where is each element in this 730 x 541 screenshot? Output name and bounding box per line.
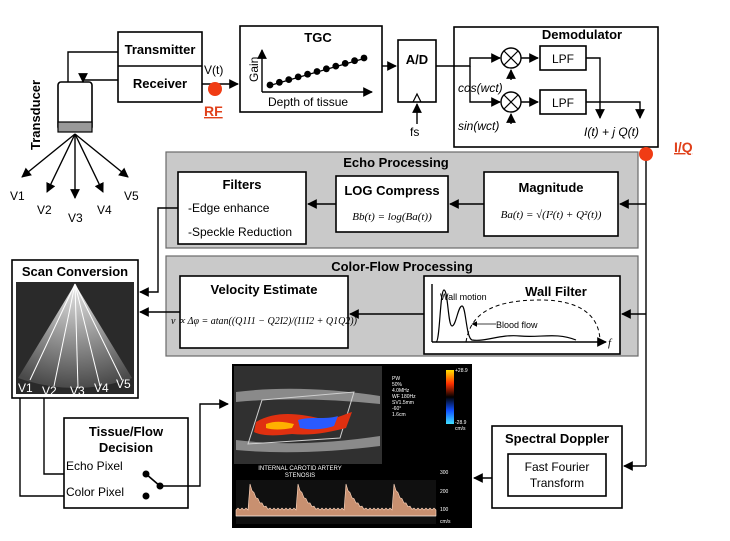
transducer-label: Transducer bbox=[28, 80, 43, 150]
sin-label: sin(wct) bbox=[458, 119, 499, 133]
wall-motion-label: Wall motion bbox=[440, 292, 487, 302]
tgc-dot bbox=[342, 60, 349, 67]
tgc-dot bbox=[314, 68, 321, 75]
ad-fs-label: fs bbox=[410, 125, 419, 139]
fft-line-1: Fast Fourier bbox=[525, 460, 590, 474]
tgc-x-label: Depth of tissue bbox=[268, 95, 348, 109]
velocity-estimate-title: Velocity Estimate bbox=[211, 282, 318, 297]
tgc-y-label: Gain bbox=[247, 57, 261, 82]
demodulator-title: Demodulator bbox=[542, 27, 622, 42]
tgc-dot bbox=[295, 74, 302, 81]
tissue-flow-block: Tissue/Flow Decision Echo Pixel Color Pi… bbox=[64, 418, 188, 508]
tgc-dot bbox=[323, 65, 330, 72]
transducer-face bbox=[58, 122, 92, 132]
switch-color-contact bbox=[143, 493, 150, 500]
scale-unit: cm/s bbox=[455, 426, 466, 432]
scale-top: +28.9 bbox=[455, 368, 468, 374]
wall-filter-title: Wall Filter bbox=[525, 284, 587, 299]
beam-v4 bbox=[75, 134, 103, 192]
ad-block: A/D fs bbox=[398, 40, 436, 139]
spectral-unit: cm/s bbox=[440, 519, 451, 525]
filters-title: Filters bbox=[222, 177, 261, 192]
beam-label-v4: V4 bbox=[97, 203, 112, 217]
spectral-tick-200: 200 bbox=[440, 489, 449, 495]
cos-label: cos(wct) bbox=[458, 81, 503, 95]
iq-label: I/Q bbox=[674, 139, 693, 155]
tgc-dot bbox=[267, 82, 274, 89]
param-6: 1.6cm bbox=[392, 412, 406, 418]
lpf-top-label: LPF bbox=[552, 52, 574, 66]
scan-label-v2: V2 bbox=[42, 384, 57, 398]
tgc-dot bbox=[304, 71, 311, 78]
scan-label-v3: V3 bbox=[70, 384, 85, 398]
color-pixel-label: Color Pixel bbox=[66, 485, 124, 499]
scan-label-v5: V5 bbox=[116, 377, 131, 391]
velocity-formula: v ∝ Δφ = atan((Q1I1 − Q2I2)/(I1I2 + Q1Q2… bbox=[171, 316, 358, 327]
magnitude-formula: Ba(t) = √(I²(t) + Q²(t)) bbox=[501, 209, 602, 221]
echo-pixel-label: Echo Pixel bbox=[66, 459, 123, 473]
receiver-label: Receiver bbox=[133, 76, 187, 91]
rf-label: RF bbox=[204, 103, 223, 119]
filter-item-edge: -Edge enhance bbox=[188, 201, 270, 215]
blood-flow-label: Blood flow bbox=[496, 320, 538, 330]
tgc-dot bbox=[361, 55, 368, 62]
rf-point bbox=[208, 82, 222, 96]
fft-line-2: Transform bbox=[530, 476, 584, 490]
tgc-block: TGC Gain Depth of tissue bbox=[240, 26, 382, 112]
tissue-flow-title-1: Tissue/Flow bbox=[89, 424, 164, 439]
signal-v-label: V(t) bbox=[204, 63, 223, 77]
spectral-doppler-block: Spectral Doppler Fast Fourier Transform bbox=[492, 426, 622, 508]
lpf-bottom-label: LPF bbox=[552, 96, 574, 110]
spectral-tick-300: 300 bbox=[440, 470, 449, 476]
beam-label-v1: V1 bbox=[10, 189, 25, 203]
scan-label-v1: V1 bbox=[18, 381, 33, 395]
tissue-flow-title-2: Decision bbox=[99, 440, 153, 455]
spectral-tick-100: 100 bbox=[440, 507, 449, 513]
spectral-doppler-title: Spectral Doppler bbox=[505, 431, 609, 446]
tgc-dot bbox=[332, 63, 339, 70]
beam-v5 bbox=[75, 134, 128, 177]
tgc-dot bbox=[351, 57, 358, 64]
scan-label-v4: V4 bbox=[94, 381, 109, 395]
display-image: +28.9 -28.9 cm/s PW 50% 4.0MHz WF 180Hz … bbox=[232, 364, 472, 528]
color-flow-title: Color-Flow Processing bbox=[331, 259, 473, 274]
beam-v2 bbox=[47, 134, 75, 192]
color-flow-panel: Color-Flow Processing Velocity Estimate … bbox=[166, 256, 638, 356]
beam-label-v3: V3 bbox=[68, 211, 83, 225]
log-compress-formula: Bb(t) = log(Ba(t)) bbox=[352, 211, 432, 223]
scan-conversion-block: Scan Conversion V1 V2 V3 V4 V5 bbox=[12, 260, 138, 398]
transmitter-receiver: Transmitter Receiver bbox=[118, 32, 202, 102]
demodulator-block: Demodulator cos(wct) sin(wct) LPF LPF I(… bbox=[454, 27, 658, 147]
transmitter-label: Transmitter bbox=[125, 42, 196, 57]
scan-conversion-title: Scan Conversion bbox=[22, 264, 128, 279]
wire-transducer-tx bbox=[68, 52, 118, 82]
demod-output-label: I(t) + j Q(t) bbox=[584, 125, 639, 139]
ad-label: A/D bbox=[406, 52, 428, 67]
tgc-dot bbox=[276, 79, 283, 86]
echo-processing-panel: Echo Processing Filters -Edge enhance -S… bbox=[166, 152, 638, 248]
echo-processing-title: Echo Processing bbox=[343, 155, 449, 170]
iq-point bbox=[639, 147, 653, 161]
color-scale-bar bbox=[446, 370, 454, 424]
caption-line-1: INTERNAL CAROTID ARTERY bbox=[258, 466, 342, 472]
filter-item-speckle: -Speckle Reduction bbox=[188, 225, 292, 239]
tgc-dot bbox=[285, 76, 292, 83]
magnitude-title: Magnitude bbox=[519, 180, 584, 195]
tgc-title: TGC bbox=[304, 30, 332, 45]
caption-line-2: STENOSIS bbox=[285, 473, 315, 479]
log-compress-title: LOG Compress bbox=[344, 183, 439, 198]
beam-label-v2: V2 bbox=[37, 203, 52, 217]
beam-label-v5: V5 bbox=[124, 189, 139, 203]
spectral-trace-bg bbox=[236, 480, 436, 524]
